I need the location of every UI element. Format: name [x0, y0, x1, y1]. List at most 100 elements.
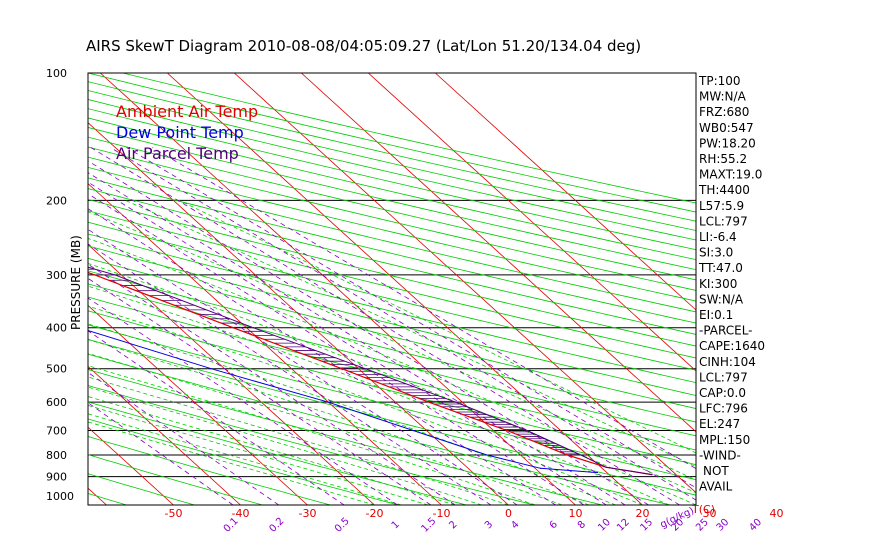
stability-index: WB0:547 [699, 121, 754, 135]
mixing-ratio-tick-label: 4 [509, 519, 521, 531]
chart-title: AIRS SkewT Diagram 2010-08-08/04:05:09.2… [86, 37, 641, 55]
series-point [651, 474, 653, 476]
series-point [566, 454, 569, 456]
isotherm-line [100, 73, 576, 505]
stability-index: CAPE:1640 [699, 339, 765, 353]
legend-entry: Ambient Air Temp [116, 102, 258, 121]
pressure-tick-label: 200 [46, 194, 67, 207]
legend: Ambient Air Temp Dew Point Temp Air Parcel… [116, 102, 258, 163]
stability-index: CINH:104 [699, 355, 756, 369]
pressure-tick-label: 800 [46, 449, 67, 462]
mixing-ratio-line [88, 277, 432, 505]
stability-index: SW:N/A [699, 292, 744, 306]
stability-index: AVAIL [699, 480, 733, 494]
series-point [580, 454, 582, 456]
series-layer [88, 266, 653, 476]
mixing-ratio-tick-label: 30 [715, 517, 732, 534]
mixing-ratio-line [88, 402, 234, 505]
dry-adiabat-line [88, 221, 696, 371]
isotherm-line [0, 73, 40, 505]
stability-index: -WIND- [699, 448, 741, 462]
isotherm-line [368, 73, 696, 372]
y-axis-label: PRESSURE (MB) [69, 235, 83, 330]
isotherm-line [88, 304, 308, 505]
isotherm-line [88, 122, 509, 505]
mixing-ratio-line [88, 181, 607, 505]
series-point [341, 368, 343, 370]
series-point [327, 401, 330, 403]
dry-adiabat-line [88, 353, 671, 505]
stability-index: SI:3.0 [699, 246, 733, 260]
stability-index: FRZ:680 [699, 105, 749, 119]
mixing-ratio-tick-label: 0.2 [267, 516, 286, 535]
stability-index: CAP:0.0 [699, 386, 746, 400]
moist-adiabat-line [88, 237, 696, 494]
stability-index: -PARCEL- [699, 324, 753, 338]
bottom-temp-tick-label: 0 [505, 507, 512, 520]
dry-adiabat-line [88, 418, 399, 505]
series-point [93, 274, 96, 276]
dry-adiabat-line [88, 310, 696, 466]
dry-adiabat-line [88, 369, 603, 505]
mixing-ratio-line [88, 263, 456, 505]
series-point [506, 429, 508, 432]
dry-adiabat-line [88, 199, 696, 347]
moist-adiabat-line [88, 396, 456, 505]
moist-adiabat-line [178, 199, 696, 454]
moist-adiabat-line [88, 376, 509, 505]
dry-adiabat-line [88, 257, 696, 409]
bottom-temp-tick-label: 40 [770, 507, 784, 520]
stability-index: NOT [703, 464, 729, 478]
isotherm-line [234, 73, 696, 494]
isotherm-line [88, 426, 174, 505]
series-point [455, 401, 457, 403]
stability-index: LCL:797 [699, 214, 748, 228]
mixing-ratio-line [152, 147, 696, 470]
mixing-ratio-tick-label: 10 [596, 517, 613, 534]
stability-index: L57:5.9 [699, 199, 744, 213]
bottom-temp-tick-label: 30 [703, 507, 717, 520]
series-point [428, 401, 430, 403]
pressure-tick-label: 600 [46, 396, 67, 409]
mixing-ratio-tick-label: 8 [576, 519, 588, 531]
dry-adiabat-line [88, 296, 696, 451]
dry-adiabat-line [88, 401, 467, 505]
mixing-ratio-tick-label: 3 [483, 519, 495, 531]
moist-adiabat-line [88, 323, 616, 505]
plot-frame [87, 72, 697, 506]
mixing-ratio-line [88, 160, 649, 505]
series-line [88, 266, 653, 476]
series-point [605, 466, 607, 468]
isotherm-line [88, 244, 375, 505]
moist-adiabat-line [88, 365, 536, 505]
series-point [539, 467, 542, 469]
moist-adiabat-line [88, 413, 402, 505]
stability-index: MPL:150 [699, 433, 750, 447]
stability-index: MW:N/A [699, 90, 747, 104]
bottom-temp-tick-label: 10 [569, 507, 583, 520]
isotherm-line [88, 365, 241, 505]
dry-adiabat-line [88, 436, 331, 505]
stability-index: TH:4400 [698, 183, 750, 197]
dry-adiabat-line [88, 136, 696, 281]
mixing-ratio-line [88, 172, 626, 505]
mixing-ratio-line [88, 228, 518, 505]
bottom-temp-tick-label: 20 [636, 507, 650, 520]
stability-index: RH:55.2 [699, 152, 747, 166]
mixing-ratio-tick-label: 0.5 [333, 516, 352, 535]
legend-entry: Air Parcel Temp [116, 144, 239, 163]
pressure-tick-label: 700 [46, 425, 67, 438]
moist-adiabat-line [88, 352, 563, 505]
bottom-temp-tick-label: -20 [366, 507, 384, 520]
pressure-tick-label: 400 [46, 322, 67, 335]
mixing-ratio-line [110, 147, 696, 501]
stability-index: TT:47.0 [698, 261, 743, 275]
mixing-ratio-line [88, 243, 492, 505]
dry-adiabat-line [88, 245, 696, 396]
pressure-tick-label: 300 [46, 269, 67, 282]
dry-adiabat-line [88, 473, 195, 505]
stability-index: EL:247 [699, 417, 740, 431]
series-point [210, 368, 212, 370]
dry-adiabat-line [88, 156, 696, 302]
